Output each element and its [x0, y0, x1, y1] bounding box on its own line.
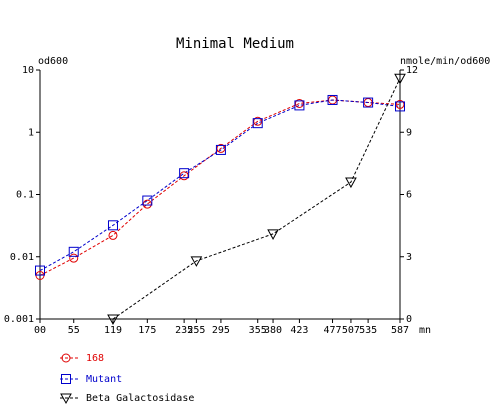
- data-point: [267, 229, 279, 240]
- x-tick-label: 119: [104, 325, 122, 336]
- legend: 168 Mutant Beta Galactosidase: [60, 353, 194, 405]
- data-point: [394, 73, 406, 85]
- series-line-1: [39, 99, 401, 272]
- x-tick-label: 235: [175, 325, 193, 336]
- left-tick-label: 0.001: [4, 314, 34, 325]
- data-point: [69, 253, 79, 263]
- x-tick-label: 507: [342, 325, 360, 336]
- right-tick-label: 9: [406, 127, 412, 138]
- data-point: [327, 94, 338, 105]
- data-point: [363, 97, 374, 108]
- data-point: [179, 168, 190, 179]
- series-line-0: [39, 99, 401, 276]
- left-tick-label: 0.01: [10, 252, 34, 263]
- legend-label: 168: [86, 353, 104, 364]
- x-tick-label: 175: [138, 325, 156, 336]
- data-point: [345, 177, 357, 189]
- x-tick-label: 380: [264, 325, 282, 336]
- x-tick-label: 423: [290, 325, 308, 336]
- legend-label: Mutant: [86, 374, 122, 385]
- x-tick-label: 00: [34, 325, 46, 336]
- data-point: [395, 101, 405, 112]
- x-tick-label: 295: [212, 325, 230, 336]
- data-point: [294, 100, 305, 111]
- x-tick-label: 355: [249, 325, 267, 336]
- data-point: [190, 256, 203, 267]
- legend-marker: [61, 353, 71, 363]
- x-tick-label: 535: [359, 325, 377, 336]
- legend-label: Beta Galactosidase: [86, 393, 194, 404]
- legend-marker: [61, 374, 71, 384]
- right-tick-label: 3: [406, 252, 412, 263]
- data-point: [142, 195, 153, 206]
- x-axis-unit: mn: [419, 325, 431, 336]
- right-tick-label: 6: [406, 190, 412, 201]
- x-tick-label: 255: [187, 325, 205, 336]
- right-axis-label: nmole/min/od600: [400, 56, 490, 67]
- data-point: [252, 118, 263, 129]
- x-tick-label: 55: [68, 325, 80, 336]
- legend-marker: [60, 393, 72, 405]
- data-point: [215, 144, 226, 155]
- left-axis-label: od600: [38, 56, 68, 67]
- series-line-2: [112, 78, 401, 320]
- data-point: [68, 246, 79, 257]
- left-tick-label: 0.1: [16, 190, 34, 201]
- left-tick-label: 10: [22, 65, 34, 76]
- data-point: [35, 265, 45, 276]
- right-tick-label: 0: [406, 314, 412, 325]
- x-tick-label: 587: [391, 325, 409, 336]
- left-tick-label: 1: [28, 127, 34, 138]
- chart-title: Minimal Medium: [176, 36, 294, 52]
- x-tick-label: 477: [324, 325, 342, 336]
- data-point: [107, 220, 118, 231]
- data-point: [108, 230, 118, 240]
- data-point: [107, 314, 119, 326]
- data-point: [142, 199, 152, 209]
- right-tick-label: 12: [406, 65, 418, 76]
